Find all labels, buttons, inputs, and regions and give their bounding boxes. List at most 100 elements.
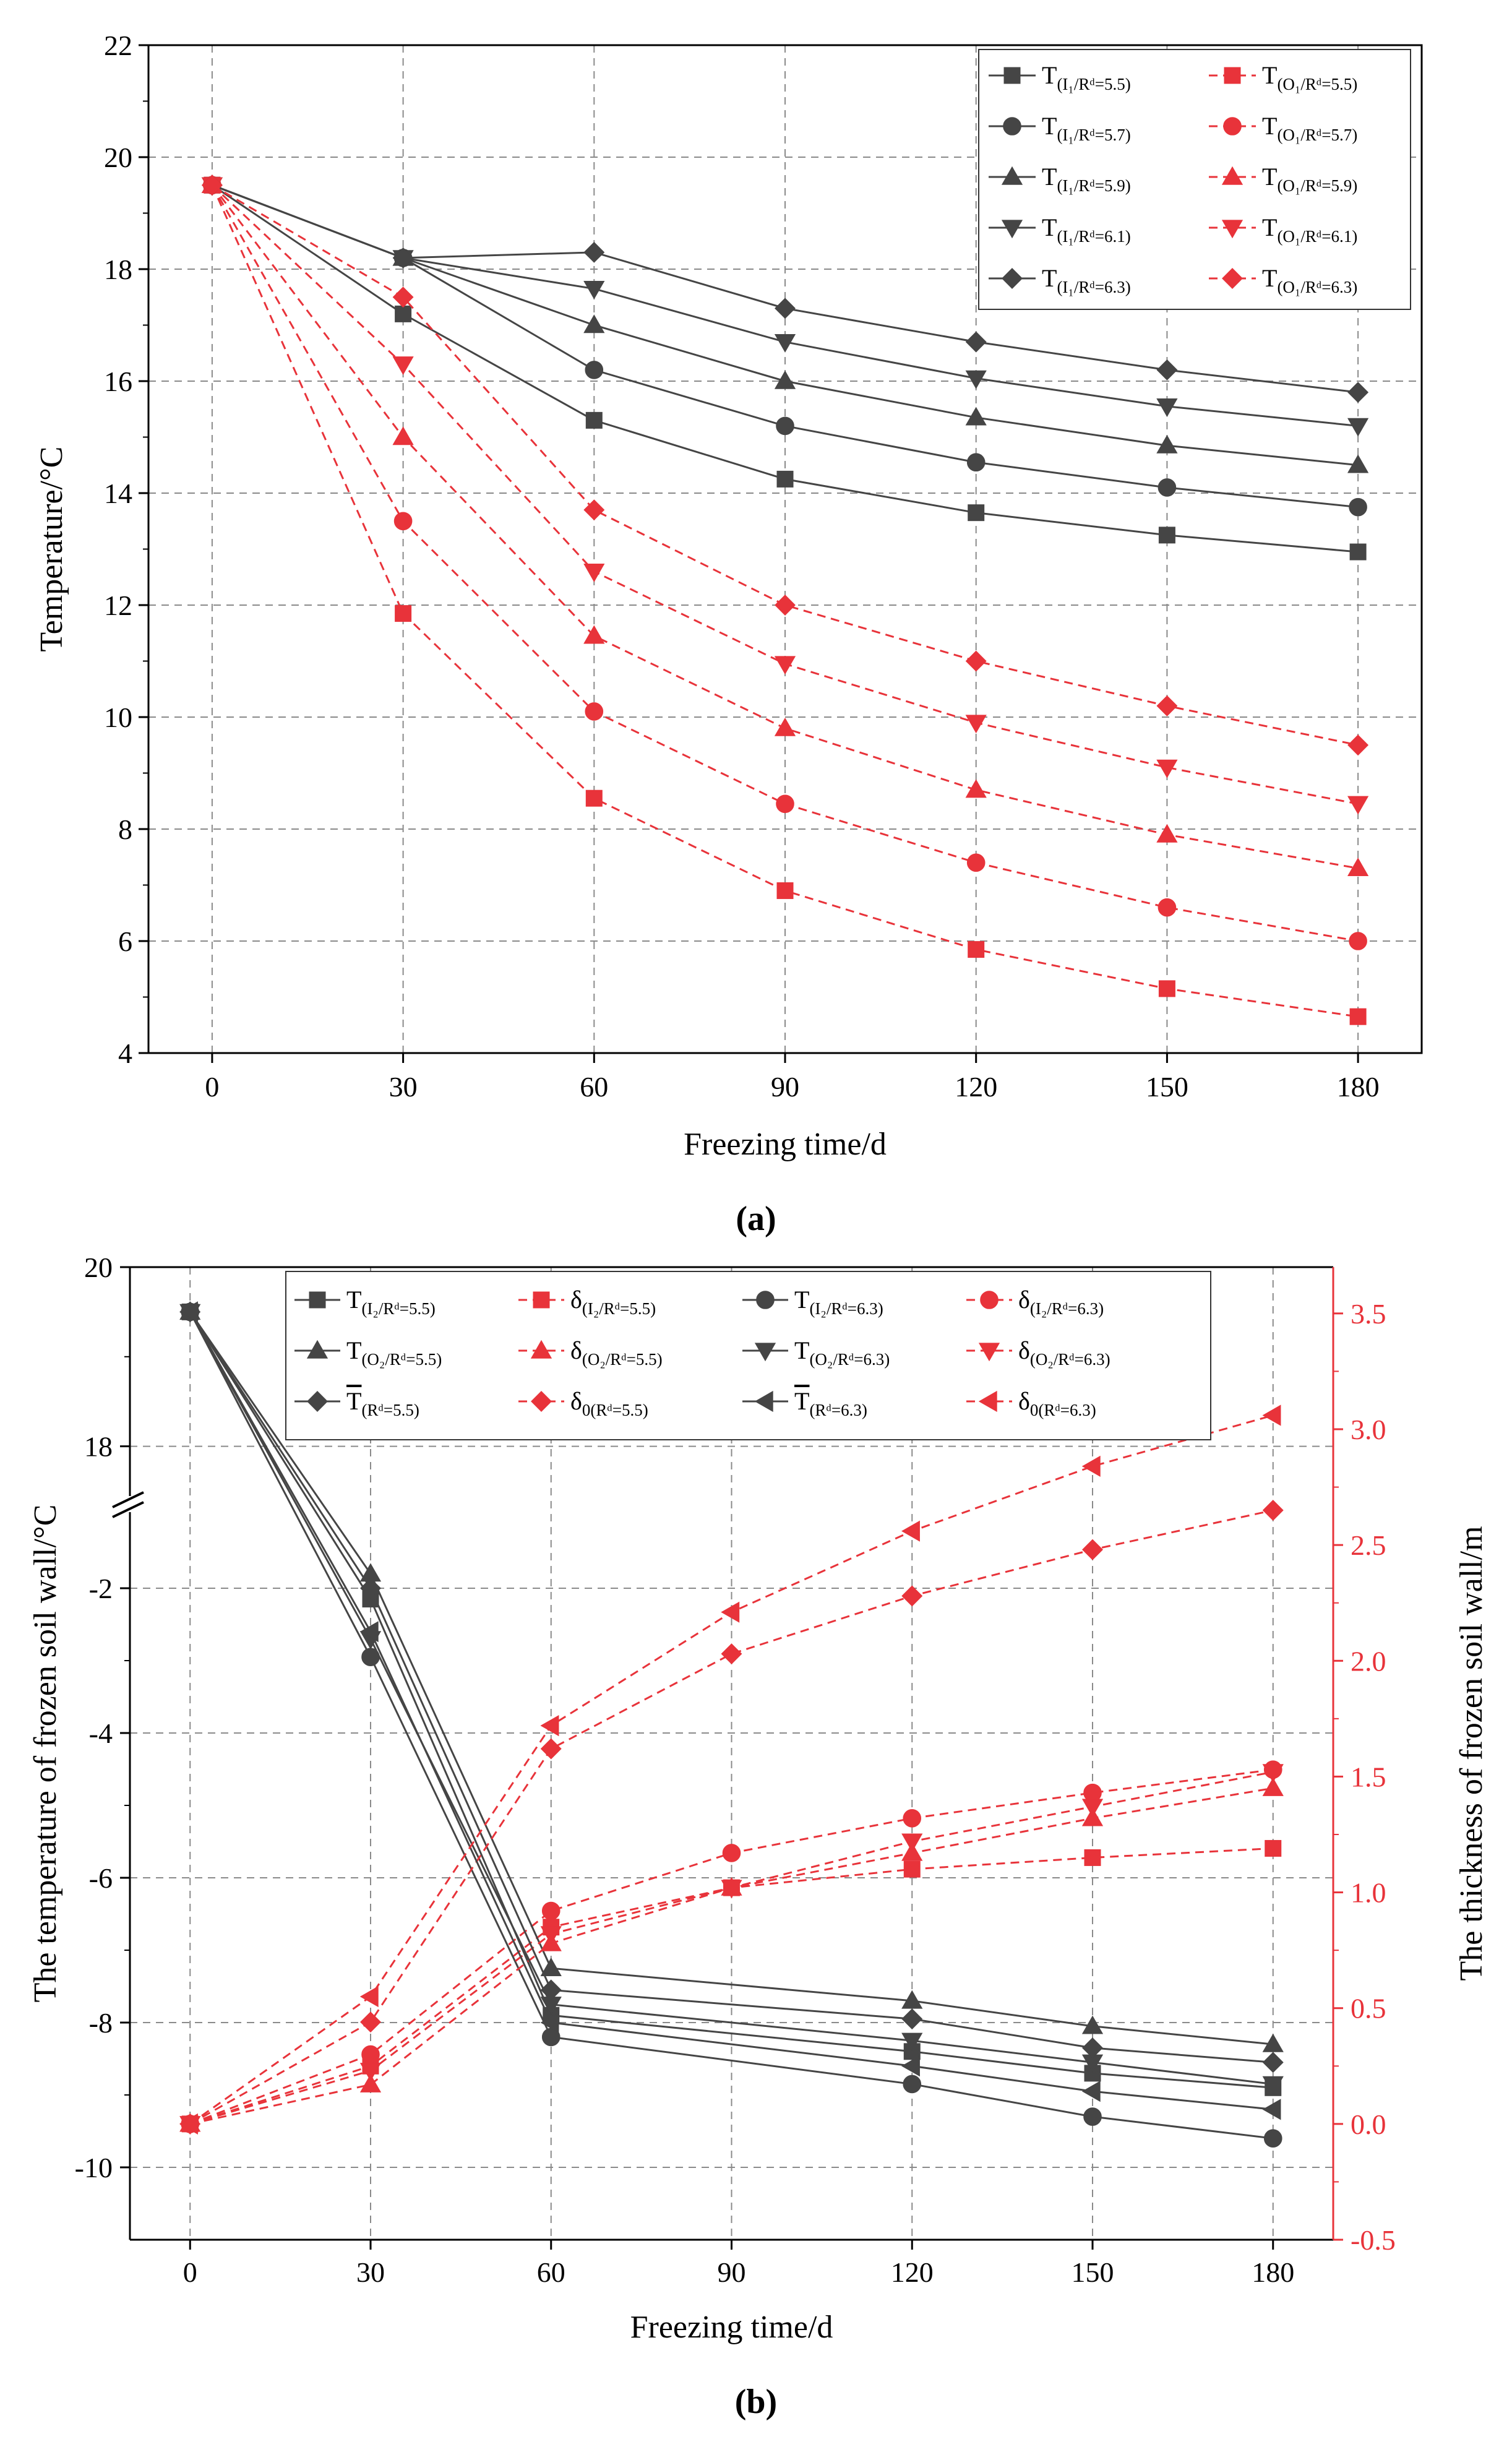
- data-point: [1081, 1455, 1101, 1477]
- legend-label-sub: (I₁/Rᵈ=5.9): [1057, 176, 1130, 195]
- data-point: [1262, 2033, 1284, 2052]
- data-point: [392, 426, 414, 445]
- data-point: [1156, 434, 1178, 454]
- legend-label-sub: (O₂/Rᵈ=5.5): [361, 1350, 442, 1369]
- data-point: [965, 370, 987, 389]
- data-point: [395, 605, 412, 622]
- legend-label: T(O₁/Rᵈ=6.3): [1262, 264, 1357, 296]
- data-point: [901, 2055, 920, 2077]
- data-point: [903, 1860, 921, 1878]
- data-point: [1347, 858, 1369, 877]
- y-right-tick-label: 0.5: [1351, 1993, 1386, 2024]
- data-point: [722, 1844, 741, 1862]
- legend-label-main: T: [794, 1336, 809, 1364]
- x-axis-label: Freezing time/d: [630, 2310, 833, 2345]
- data-point: [775, 298, 796, 319]
- legend-marker: [1001, 166, 1023, 185]
- x-tick-label: 90: [771, 1071, 799, 1103]
- legend-box: [978, 49, 1411, 310]
- legend-marker: [1224, 67, 1241, 84]
- legend-label-main: T: [1042, 61, 1057, 89]
- legend-label-sub: (O₂/Rᵈ=5.5): [582, 1350, 663, 1369]
- legend-marker: [307, 1391, 328, 1412]
- legend-marker: [978, 1343, 1000, 1362]
- legend-marker: [1221, 166, 1244, 185]
- data-point: [359, 2073, 382, 2092]
- legend-label: δ0(Rᵈ=5.5): [570, 1387, 648, 1419]
- series-line: [189, 1311, 1273, 2045]
- data-point: [965, 331, 987, 353]
- data-point: [1262, 1777, 1284, 1796]
- series-line: [189, 1414, 1274, 2125]
- legend-label: T(I₂/Rᵈ=6.3): [794, 1286, 883, 1318]
- y-tick-label: 22: [104, 30, 132, 61]
- data-point: [540, 1957, 562, 1976]
- legend-label: δ(I₂/Rᵈ=5.5): [570, 1286, 656, 1318]
- data-point: [1263, 2129, 1282, 2148]
- data-point: [540, 1714, 559, 1737]
- legend-label-main: T: [1262, 213, 1277, 241]
- legend-label-sub: (O₂/Rᵈ=6.3): [809, 1350, 890, 1369]
- legend-marker: [1222, 268, 1243, 289]
- data-point: [1156, 759, 1178, 778]
- legend-label-sub: (O₁/Rᵈ=5.5): [1277, 75, 1357, 93]
- y-right-tick-label: 1.5: [1351, 1761, 1386, 1792]
- data-point: [776, 882, 794, 900]
- legend-label-sub: (I₂/Rᵈ=6.3): [809, 1299, 883, 1318]
- legend-label: δ(O₂/Rᵈ=5.5): [570, 1336, 663, 1369]
- legend-label-main: δ: [570, 1286, 582, 1314]
- legend-marker: [309, 1291, 326, 1309]
- data-point: [901, 1990, 923, 2009]
- x-tick-label: 0: [205, 1071, 219, 1103]
- data-point: [1347, 734, 1369, 756]
- data-point: [774, 333, 796, 353]
- data-point: [540, 1738, 562, 1760]
- legend-label: T(I₁/Rᵈ=5.9): [1042, 163, 1131, 195]
- legend-label: δ(I₂/Rᵈ=6.3): [1018, 1286, 1104, 1318]
- data-point: [201, 174, 223, 196]
- legend-label-sub: (O₁/Rᵈ=6.1): [1277, 227, 1357, 246]
- data-point: [1349, 543, 1367, 561]
- series-line: [189, 1311, 1273, 2063]
- legend-label: T(O₂/Rᵈ=6.3): [794, 1336, 890, 1369]
- data-point: [541, 1901, 561, 1920]
- x-tick-label: 150: [1146, 1071, 1188, 1103]
- legend-marker: [1003, 117, 1021, 135]
- data-point: [1349, 497, 1367, 517]
- data-point: [392, 356, 414, 376]
- data-point: [903, 1809, 922, 1828]
- legend-label: T(O₁/Rᵈ=5.7): [1262, 112, 1357, 144]
- y-tick-label: 20: [104, 142, 132, 173]
- data-point: [1156, 359, 1178, 381]
- legend-label-sub: 0(Rᵈ=6.3): [1030, 1401, 1096, 1419]
- y-tick-label: 18: [84, 1431, 113, 1463]
- data-point: [361, 2045, 380, 2064]
- legend-marker: [531, 1391, 552, 1412]
- legend-label-main: T: [346, 1387, 361, 1415]
- legend-label: T(I₁/Rᵈ=5.7): [1042, 112, 1131, 144]
- axis-break-mark: [112, 1501, 144, 1518]
- legend-label-main: T: [346, 1336, 361, 1364]
- y-tick-label: -6: [89, 1862, 113, 1894]
- legend-marker: [1001, 220, 1023, 239]
- y-tick-label: -2: [89, 1573, 113, 1604]
- data-point: [1262, 2052, 1284, 2073]
- legend-label-main: T: [1262, 112, 1277, 140]
- data-point: [774, 370, 796, 389]
- data-point: [774, 656, 796, 675]
- panel-caption: (a): [736, 1200, 776, 1238]
- data-point: [585, 361, 604, 379]
- legend-label-main: δ: [570, 1387, 582, 1415]
- legend-label-main: T: [1262, 264, 1277, 292]
- x-axis-label: Freezing time/d: [684, 1127, 887, 1162]
- legend-label-main: T: [1262, 61, 1277, 89]
- data-point: [721, 1880, 742, 1899]
- legend-label: T(Rᵈ=6.3): [794, 1387, 867, 1419]
- legend-label-main: T: [794, 1286, 809, 1314]
- x-tick-label: 180: [1252, 2256, 1294, 2288]
- y-axis-label: Temperature/°C: [34, 447, 69, 652]
- legend-label-sub: (Rᵈ=5.5): [361, 1401, 419, 1419]
- legend-label-main: δ: [1018, 1387, 1030, 1415]
- legend-label-sub: (I₂/Rᵈ=6.3): [1030, 1299, 1104, 1318]
- legend-label-sub: (I₁/Rᵈ=5.5): [1057, 75, 1130, 93]
